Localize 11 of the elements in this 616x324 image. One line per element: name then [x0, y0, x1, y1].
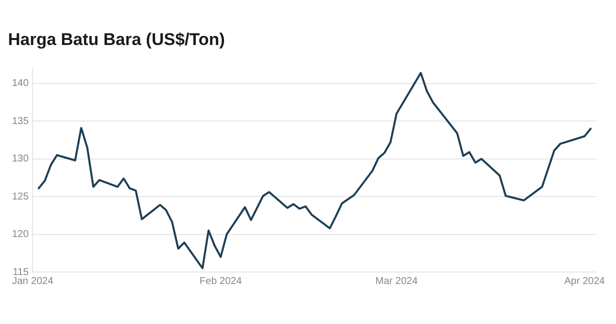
- x-tick-label: Jan 2024: [12, 276, 54, 287]
- y-tick-label: 115: [12, 266, 30, 278]
- y-tick-label: 140: [12, 78, 30, 90]
- y-tick-label: 120: [12, 229, 30, 240]
- x-tick-label: Apr 2024: [564, 276, 606, 287]
- y-tick-label: 125: [12, 191, 30, 202]
- x-tick-label: Mar 2024: [375, 276, 418, 287]
- y-tick-label: 130: [12, 154, 30, 165]
- chart-title: Harga Batu Bara (US$/Ton): [8, 30, 225, 49]
- y-tick-label: 135: [12, 116, 30, 127]
- x-tick-label: Feb 2024: [200, 276, 242, 287]
